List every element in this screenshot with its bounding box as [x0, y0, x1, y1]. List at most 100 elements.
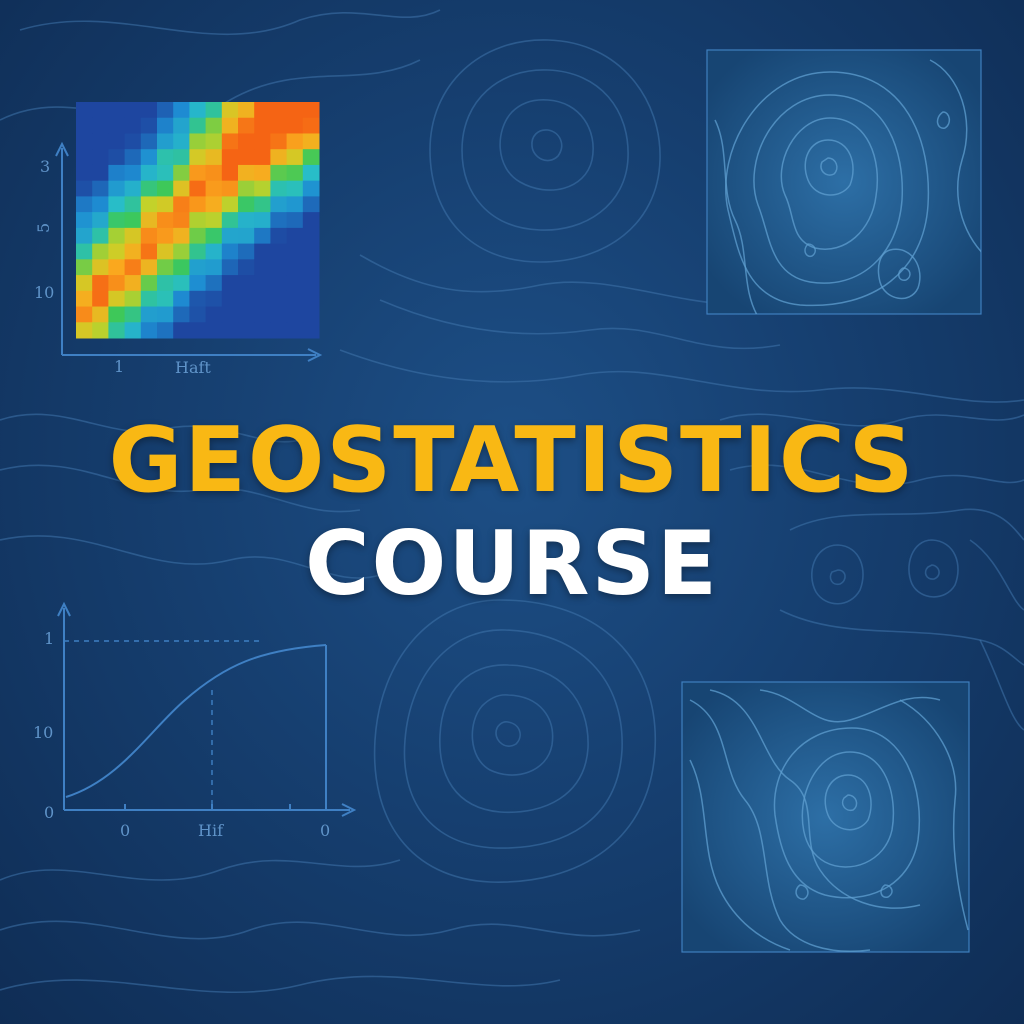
background-contours — [0, 9, 1024, 994]
heatmap-cell — [124, 259, 142, 276]
heatmap-cell — [124, 164, 142, 182]
heatmap-cell — [270, 259, 288, 276]
heatmap-cell — [205, 306, 223, 323]
heatmap-cell — [221, 275, 239, 292]
heatmap-cell — [173, 290, 190, 308]
heatmap-cell — [108, 306, 126, 323]
heatmap-cell — [302, 164, 320, 182]
heatmap-cell — [173, 102, 190, 119]
heatmap-cell — [205, 196, 223, 213]
heatmap-y-arrow-icon — [55, 141, 69, 157]
heatmap-cell — [108, 259, 126, 276]
heatmap-cell — [76, 180, 93, 197]
heatmap-chart: 3 5 10 1 Haft — [34, 102, 323, 377]
heatmap-cell — [238, 212, 255, 229]
heatmap-cell — [238, 227, 255, 245]
heatmap-cell — [92, 322, 109, 339]
heatmap-x-label: Haft — [175, 358, 211, 377]
heatmap-cell — [189, 117, 207, 134]
heatmap-x-arrow-icon — [307, 348, 323, 362]
heatmap-cell — [108, 322, 126, 339]
heatmap-cell — [157, 290, 174, 308]
heatmap-cell — [108, 212, 126, 229]
heatmap-cell — [286, 290, 304, 308]
variogram-x-tick-3: 0 — [320, 821, 330, 840]
heatmap-cell — [254, 290, 271, 308]
heatmap-cell — [238, 259, 255, 276]
heatmap-cell — [108, 243, 126, 260]
heatmap-cell — [205, 164, 223, 182]
heatmap-cell — [157, 164, 174, 182]
heatmap-cell — [173, 164, 190, 182]
heatmap-cell — [157, 243, 174, 260]
heatmap-cell — [221, 196, 239, 213]
heatmap-cell — [140, 164, 158, 182]
heatmap-cell — [108, 133, 126, 150]
heatmap-cell — [286, 149, 304, 166]
heatmap-cell — [270, 117, 288, 134]
heatmap-cell — [157, 133, 174, 150]
heatmap-cell — [108, 164, 126, 182]
heatmap-cell — [254, 227, 271, 245]
heatmap-cell — [140, 306, 158, 323]
variogram-y-tick-1: 1 — [44, 629, 54, 648]
heatmap-cell — [76, 275, 93, 292]
heatmap-cell — [189, 133, 207, 150]
heatmap-cell — [238, 196, 255, 213]
heatmap-cell — [157, 149, 174, 166]
heatmap-cell — [189, 196, 207, 213]
heatmap-cell — [92, 164, 109, 182]
heatmap-cell — [205, 102, 223, 119]
heatmap-cell — [140, 196, 158, 213]
heatmap-cell — [76, 133, 93, 150]
heatmap-cell — [221, 227, 239, 245]
heatmap-cell — [238, 133, 255, 150]
heatmap-cell — [76, 227, 93, 245]
heatmap-cell — [270, 212, 288, 229]
heatmap-cell — [92, 117, 109, 134]
heatmap-cell — [173, 196, 190, 213]
heatmap-cell — [92, 149, 109, 166]
heatmap-cell — [108, 102, 126, 119]
heatmap-cell — [286, 117, 304, 134]
heatmap-cell — [189, 322, 207, 339]
heatmap-cell — [205, 227, 223, 245]
heatmap-cell — [92, 180, 109, 197]
heatmap-cell — [173, 243, 190, 260]
variogram-y-arrow-icon — [57, 601, 71, 617]
heatmap-cell — [108, 149, 126, 166]
heatmap-cell — [140, 290, 158, 308]
heatmap-cell — [254, 149, 271, 166]
heatmap-cell — [157, 306, 174, 323]
heatmap-cell — [140, 149, 158, 166]
heatmap-cell — [302, 133, 320, 150]
heatmap-cell — [76, 117, 93, 134]
heatmap-cell — [286, 306, 304, 323]
heatmap-cell — [76, 212, 93, 229]
heatmap-cell — [286, 275, 304, 292]
heatmap-cell — [205, 180, 223, 197]
heatmap-cell — [140, 275, 158, 292]
heatmap-cell — [205, 149, 223, 166]
heatmap-cell — [286, 164, 304, 182]
heatmap-cell — [189, 180, 207, 197]
heatmap-cell — [76, 290, 93, 308]
heatmap-cell — [221, 306, 239, 323]
heatmap-cell — [157, 212, 174, 229]
heatmap-cell — [221, 133, 239, 150]
heatmap-cell — [254, 275, 271, 292]
heatmap-cell — [238, 180, 255, 197]
heatmap-cell — [205, 243, 223, 260]
heatmap-cell — [173, 117, 190, 134]
heatmap-cell — [254, 133, 271, 150]
variogram-curve-icon — [65, 644, 327, 798]
heatmap-cell — [302, 259, 320, 276]
heatmap-cell — [286, 243, 304, 260]
heatmap-cell — [108, 196, 126, 213]
heatmap-cell — [286, 196, 304, 213]
heatmap-cell — [189, 259, 207, 276]
heatmap-cell — [286, 227, 304, 245]
heatmap-cell — [173, 180, 190, 197]
heatmap-cell — [92, 259, 109, 276]
